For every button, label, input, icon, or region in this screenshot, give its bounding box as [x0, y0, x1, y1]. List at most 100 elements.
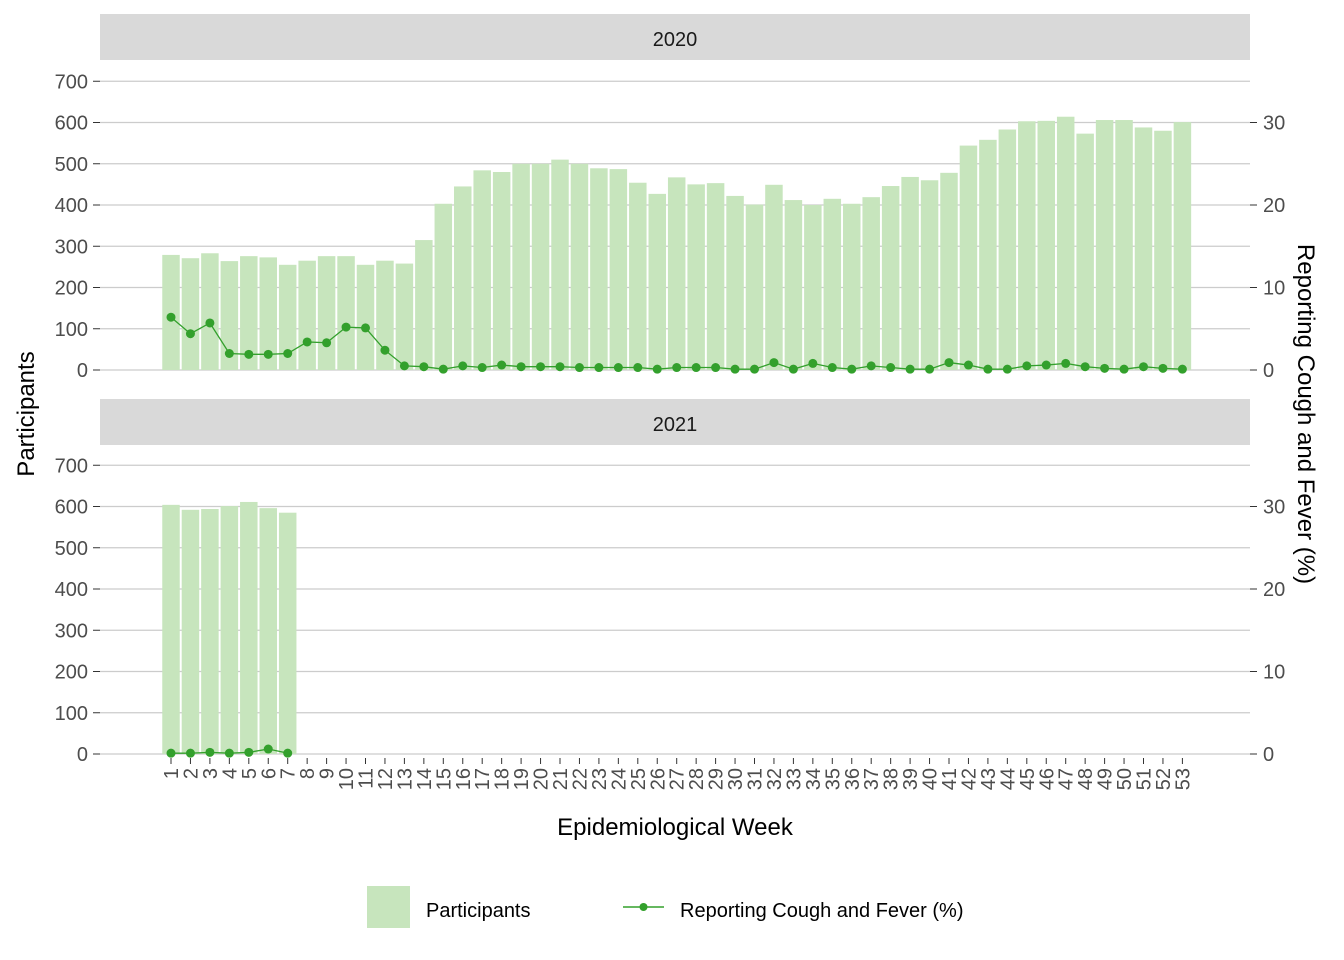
- point-cough-fever: [166, 748, 176, 758]
- x-tick-label: 2: [180, 768, 202, 779]
- x-tick-label: 26: [647, 768, 669, 790]
- bar-series-participants: [162, 501, 297, 754]
- point-cough-fever: [963, 360, 973, 370]
- point-cough-fever: [380, 345, 390, 355]
- y2-tick-label: 30: [1263, 113, 1285, 135]
- bar-participants: [570, 163, 589, 370]
- x-tick-label: 33: [783, 768, 805, 790]
- x-tick-label: 16: [453, 768, 475, 790]
- bar-participants: [1056, 116, 1075, 370]
- x-tick-label: 30: [725, 768, 747, 790]
- x-tick-label: 42: [958, 768, 980, 790]
- x-tick-label: 21: [550, 768, 572, 790]
- y-tick-label: 600: [55, 497, 88, 519]
- bar-participants: [706, 183, 725, 370]
- bar-participants: [492, 172, 511, 370]
- x-tick-label: 6: [258, 768, 280, 779]
- x-tick-label: 40: [920, 768, 942, 790]
- point-cough-fever: [1139, 362, 1148, 372]
- x-tick-label: 49: [1095, 768, 1117, 790]
- point-cough-fever: [711, 363, 721, 373]
- bar-participants: [162, 504, 180, 754]
- bar-participants: [862, 197, 880, 370]
- facet-panel-2020: 2020 0 100 200 300 400 500 600 700 0 10 20 30: [55, 14, 1285, 382]
- y-tick-label: 0: [77, 744, 88, 766]
- bar-participants: [278, 264, 297, 370]
- bar-participants: [843, 203, 861, 370]
- bar-participants: [181, 509, 200, 754]
- point-cough-fever: [302, 337, 312, 347]
- x-tick-label: 24: [608, 768, 630, 790]
- point-cough-fever: [1119, 364, 1129, 374]
- bar-participants: [590, 168, 608, 370]
- facet-strip: [100, 399, 1250, 445]
- x-tick-label: 29: [706, 768, 728, 790]
- bar-participants: [512, 163, 530, 370]
- point-cough-fever: [594, 363, 604, 373]
- point-cough-fever: [1158, 363, 1168, 373]
- y-tick-label: 500: [55, 154, 88, 176]
- y-tick-label: 400: [55, 195, 88, 217]
- x-tick-label: 20: [531, 768, 553, 790]
- x-tick-label: 52: [1153, 768, 1175, 790]
- x-tick-label: 34: [803, 768, 825, 790]
- point-cough-fever: [574, 363, 584, 373]
- bar-participants: [687, 184, 705, 370]
- x-tick-label: 1: [161, 768, 183, 779]
- point-cough-fever: [1100, 363, 1110, 373]
- x-tick-label: 12: [375, 768, 397, 790]
- x-tick-label: 11: [356, 768, 378, 789]
- x-tick-label: 45: [1017, 768, 1039, 790]
- bar-participants: [804, 205, 822, 370]
- y-tick-label: 300: [55, 236, 88, 258]
- bar-participants: [298, 260, 316, 370]
- x-tick-label: 8: [297, 768, 319, 779]
- bar-participants: [434, 203, 453, 370]
- bar-participants: [551, 159, 569, 370]
- point-cough-fever: [827, 363, 837, 373]
- x-tick-label: 3: [200, 768, 222, 779]
- x-tick-label: 38: [881, 768, 903, 790]
- point-cough-fever: [983, 364, 993, 374]
- bar-participants: [881, 186, 900, 370]
- point-cough-fever: [905, 364, 915, 374]
- bar-participants: [395, 263, 414, 370]
- bar-participants: [765, 184, 783, 370]
- bar-participants: [1076, 133, 1094, 370]
- x-tick-label: 19: [511, 768, 533, 790]
- bar-participants: [376, 260, 394, 370]
- bar-participants: [823, 198, 842, 370]
- x-tick-label: 28: [686, 768, 708, 790]
- y-tick-label: 100: [55, 703, 88, 725]
- bar-participants: [1037, 120, 1055, 370]
- bar-participants: [1154, 130, 1172, 370]
- point-cough-fever: [205, 318, 215, 328]
- y2-axis-title: Reporting Cough and Fever (%): [1292, 244, 1319, 584]
- bar-participants: [220, 261, 239, 370]
- y-tick-label: 200: [55, 662, 88, 684]
- x-tick-label: 7: [278, 768, 300, 779]
- point-cough-fever: [185, 329, 195, 339]
- bar-participants: [1115, 120, 1133, 371]
- point-cough-fever: [769, 358, 779, 368]
- x-tick-label: 48: [1075, 768, 1097, 790]
- bar-participants: [317, 256, 336, 370]
- line-series-cough-fever: [166, 744, 293, 758]
- x-tick-label: 53: [1172, 768, 1194, 790]
- point-cough-fever: [263, 744, 273, 754]
- bar-participants: [959, 145, 978, 370]
- x-tick-label: 13: [394, 768, 416, 790]
- point-cough-fever: [166, 312, 176, 322]
- point-cough-fever: [399, 361, 409, 371]
- legend-key-point: [639, 903, 648, 911]
- point-cough-fever: [730, 364, 740, 374]
- y-tick-label: 100: [55, 319, 88, 341]
- x-tick-label: 43: [978, 768, 1000, 790]
- x-tick-label: 10: [336, 768, 358, 790]
- point-cough-fever: [1080, 362, 1090, 372]
- point-cough-fever: [1177, 364, 1187, 374]
- x-tick-label: 44: [997, 768, 1019, 790]
- bar-participants: [220, 506, 239, 754]
- y2-tick-label: 20: [1263, 195, 1285, 217]
- x-axis: 1234567891011121314151617181920212223242…: [161, 758, 1194, 790]
